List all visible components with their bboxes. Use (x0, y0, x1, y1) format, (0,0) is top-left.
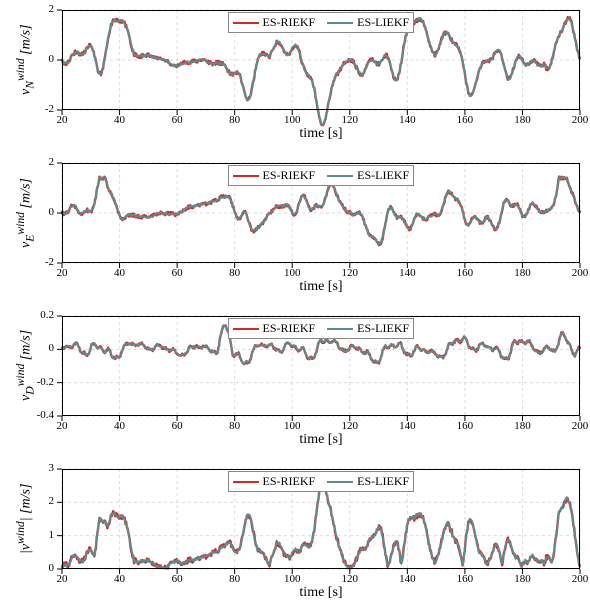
legend-swatch (327, 328, 353, 330)
xtick-label: 80 (220, 420, 250, 432)
legend-swatch (327, 481, 353, 483)
xtick-label: 20 (47, 114, 77, 126)
xlabel: time [s] (62, 585, 580, 601)
ytick-label: 0 (14, 206, 54, 218)
ytick-label: 3 (14, 462, 54, 474)
legend-swatch (233, 481, 259, 483)
legend-label: ES-LIEKF (357, 474, 409, 489)
xtick-label: 80 (220, 573, 250, 585)
legend: ES-RIEKF ES-LIEKF (228, 12, 415, 33)
xtick-label: 200 (565, 573, 590, 585)
panel-panel_vN: vNwind [m/s]time [s]-2022040608010012014… (0, 0, 590, 153)
xtick-label: 40 (105, 573, 135, 585)
series-ES-LIEKF (62, 177, 580, 244)
xtick-label: 160 (450, 573, 480, 585)
xtick-label: 160 (450, 267, 480, 279)
xtick-label: 200 (565, 420, 590, 432)
xtick-label: 120 (335, 267, 365, 279)
xtick-label: 140 (392, 114, 422, 126)
xtick-label: 180 (507, 267, 537, 279)
series-ES-LIEKF (62, 18, 580, 125)
legend-label: ES-RIEKF (263, 15, 316, 30)
xtick-label: 20 (47, 573, 77, 585)
xlabel: time [s] (62, 279, 580, 295)
legend-swatch (233, 175, 259, 177)
xtick-label: 120 (335, 573, 365, 585)
xtick-label: 140 (392, 420, 422, 432)
xtick-label: 120 (335, 420, 365, 432)
panel-panel_vD: vDwind [m/s]time [s]-0.4-0.200.220406080… (0, 306, 590, 459)
ytick-label: 2 (14, 495, 54, 507)
xtick-label: 120 (335, 114, 365, 126)
legend-item: ES-LIEKF (327, 15, 409, 30)
ytick-label: 2 (14, 3, 54, 15)
legend-label: ES-LIEKF (357, 15, 409, 30)
xlabel: time [s] (62, 432, 580, 448)
xtick-label: 60 (162, 267, 192, 279)
xtick-label: 100 (277, 420, 307, 432)
legend-label: ES-LIEKF (357, 168, 409, 183)
series-ES-RIEKF (62, 481, 580, 568)
xtick-label: 100 (277, 114, 307, 126)
legend-item: ES-RIEKF (233, 168, 316, 183)
legend: ES-RIEKF ES-LIEKF (228, 165, 415, 186)
legend: ES-RIEKF ES-LIEKF (228, 471, 415, 492)
legend-swatch (233, 328, 259, 330)
xtick-label: 180 (507, 573, 537, 585)
ylabel: |vwind| [m/s] (14, 484, 35, 554)
xtick-label: 100 (277, 573, 307, 585)
xtick-label: 20 (47, 420, 77, 432)
xtick-label: 40 (105, 114, 135, 126)
xtick-label: 60 (162, 573, 192, 585)
xtick-label: 180 (507, 114, 537, 126)
xtick-label: 180 (507, 420, 537, 432)
xtick-label: 140 (392, 573, 422, 585)
xtick-label: 40 (105, 420, 135, 432)
legend-label: ES-RIEKF (263, 168, 316, 183)
xtick-label: 60 (162, 420, 192, 432)
xtick-label: 40 (105, 267, 135, 279)
xtick-label: 60 (162, 114, 192, 126)
legend-swatch (327, 175, 353, 177)
legend-item: ES-RIEKF (233, 474, 316, 489)
xtick-label: 80 (220, 267, 250, 279)
ytick-label: 2 (14, 156, 54, 168)
legend-item: ES-RIEKF (233, 321, 316, 336)
xtick-label: 200 (565, 114, 590, 126)
legend-item: ES-LIEKF (327, 474, 409, 489)
xtick-label: 160 (450, 114, 480, 126)
ytick-label: 0 (14, 342, 54, 354)
xtick-label: 140 (392, 267, 422, 279)
ytick-label: 1 (14, 529, 54, 541)
ytick-label: -0.2 (14, 376, 54, 388)
xtick-label: 100 (277, 267, 307, 279)
legend-label: ES-RIEKF (263, 474, 316, 489)
ylabel: vDwind [m/s] (14, 330, 36, 401)
ytick-label: 0 (14, 53, 54, 65)
panel-panel_vMag: |vwind| [m/s]time [s]0123204060801001201… (0, 459, 590, 612)
xtick-label: 200 (565, 267, 590, 279)
xtick-label: 160 (450, 420, 480, 432)
legend-label: ES-LIEKF (357, 321, 409, 336)
xlabel: time [s] (62, 126, 580, 142)
legend-item: ES-LIEKF (327, 168, 409, 183)
ytick-label: 0.2 (14, 309, 54, 321)
legend-label: ES-RIEKF (263, 321, 316, 336)
legend: ES-RIEKF ES-LIEKF (228, 318, 415, 339)
legend-item: ES-RIEKF (233, 15, 316, 30)
panel-panel_vE: vEwind [m/s]time [s]-2022040608010012014… (0, 153, 590, 306)
legend-swatch (233, 22, 259, 24)
legend-item: ES-LIEKF (327, 321, 409, 336)
xtick-label: 20 (47, 267, 77, 279)
legend-swatch (327, 22, 353, 24)
xtick-label: 80 (220, 114, 250, 126)
